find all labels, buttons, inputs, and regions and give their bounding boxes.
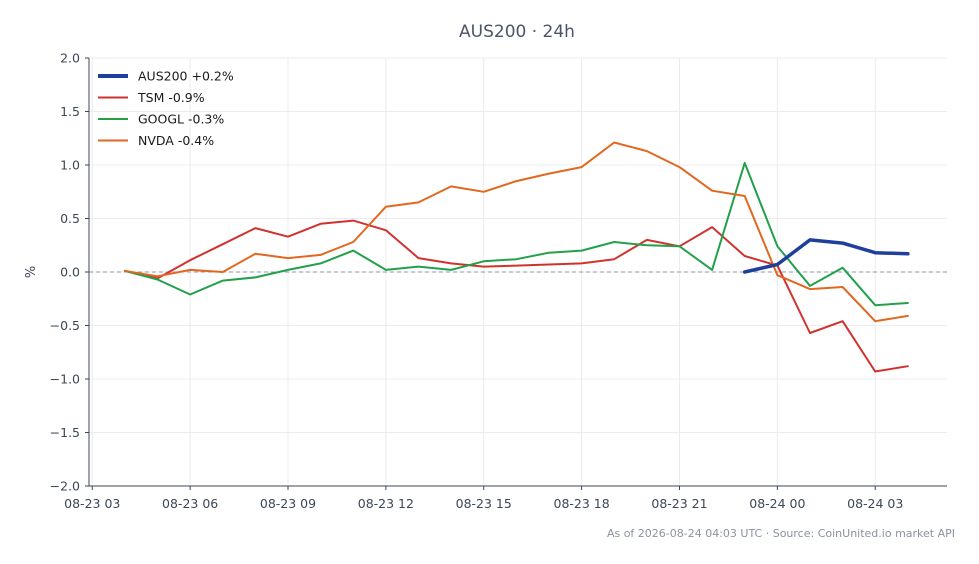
x-axis-ticks: 08-23 03 08-23 06 08-23 09 08-23 12 08-23 15… [64, 486, 903, 511]
x-tick-label: 08-24 03 [847, 496, 903, 511]
series-line-tsm [123, 219, 909, 373]
y-tick-label: −1.5 [50, 425, 80, 440]
y-tick-label: −0.5 [50, 318, 80, 333]
y-tick-label: 1.0 [60, 158, 80, 173]
y-axis-label: % [24, 266, 39, 278]
x-tick-label: 08-23 18 [554, 496, 610, 511]
x-tick-label: 08-23 06 [162, 496, 218, 511]
x-tick-label: 08-23 21 [651, 496, 707, 511]
chart-title: AUS200 · 24h [459, 22, 575, 42]
series-line-nvda [123, 141, 909, 323]
series-lines [123, 141, 910, 373]
legend: AUS200 +0.2% TSM -0.9% GOOGL -0.3% NVDA -0.… [98, 69, 234, 148]
x-tick-label: 08-23 03 [64, 496, 120, 511]
series-line-googl [123, 161, 909, 307]
y-tick-label: 0.0 [60, 265, 80, 280]
x-tick-label: 08-24 00 [749, 496, 805, 511]
series-line-aus200 [742, 238, 910, 274]
y-tick-label: 1.5 [60, 104, 80, 119]
y-tick-label: −2.0 [50, 479, 80, 494]
x-tick-label: 08-23 12 [358, 496, 414, 511]
x-tick-label: 08-23 09 [260, 496, 316, 511]
y-tick-label: 2.0 [60, 51, 80, 66]
legend-label: NVDA -0.4% [138, 133, 214, 148]
footer-source: As of 2026-08-24 04:03 UTC · Source: Coi… [607, 527, 955, 540]
legend-label: TSM -0.9% [137, 90, 205, 105]
y-tick-label: 0.5 [60, 211, 80, 226]
legend-label: GOOGL -0.3% [138, 112, 224, 127]
y-axis-ticks: 2.0 1.5 1.0 0.5 0.0 −0.5 −1.0 −1.5 −2.0 [50, 51, 89, 494]
legend-label: AUS200 +0.2% [138, 69, 234, 84]
x-tick-label: 08-23 15 [456, 496, 512, 511]
y-tick-label: −1.0 [50, 372, 80, 387]
